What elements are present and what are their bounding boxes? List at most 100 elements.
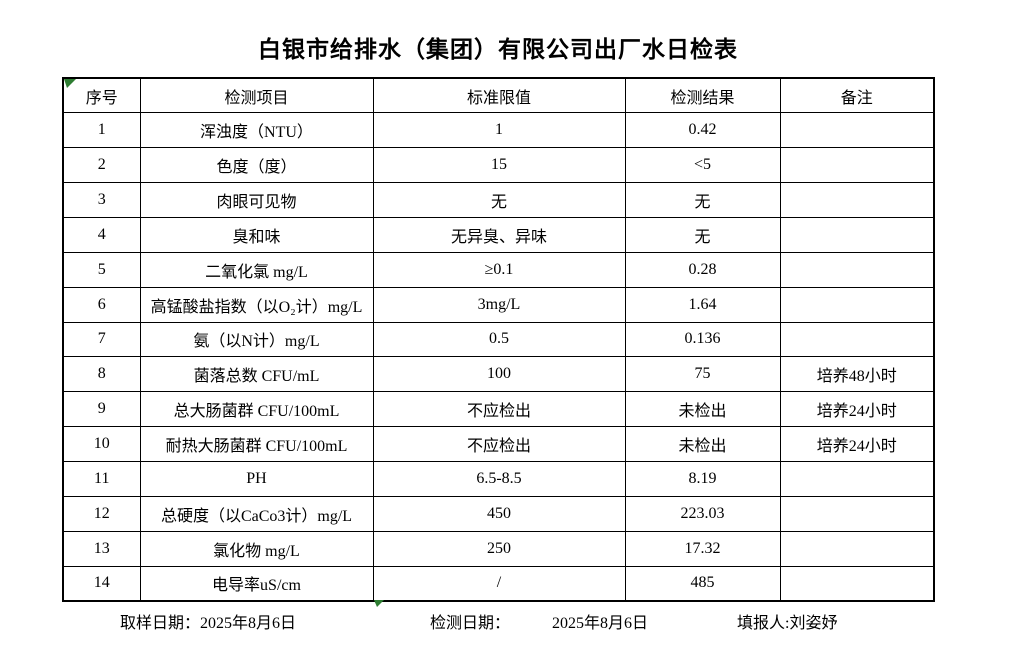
cell-remark: 培养24小时 [779, 391, 935, 428]
header-remark: 备注 [779, 77, 935, 114]
cell-item: 二氧化氯 mg/L [139, 251, 374, 288]
cell-remark [779, 495, 935, 532]
table-row: 11 PH 6.5-8.5 8.19 [62, 460, 935, 497]
table-row: 12 总硬度（以CaCo3计）mg/L 450 223.03 [62, 495, 935, 532]
excel-flag-triangle-icon [64, 79, 76, 91]
cell-remark: 培养48小时 [779, 356, 935, 393]
cell-limit: 不应检出 [372, 426, 626, 462]
table-row: 4 臭和味 无异臭、异味 无 [62, 216, 935, 253]
cell-limit: 100 [372, 356, 626, 393]
cell-item: 高锰酸盐指数（以O₂计）mg/L [139, 286, 374, 323]
table-row: 8 菌落总数 CFU/mL 100 75 培养48小时 [62, 356, 935, 393]
table-row: 1 浑浊度（NTU） 1 0.42 [62, 112, 935, 149]
cell-result: 无 [624, 216, 781, 253]
cell-limit: 250 [372, 530, 626, 567]
cell-remark [779, 112, 935, 149]
cell-limit: 3mg/L [372, 286, 626, 323]
cell-result: 1.64 [624, 286, 781, 323]
table-header: 序号 检测项目 标准限值 检测结果 备注 [62, 77, 935, 114]
page-title: 白银市给排水（集团）有限公司出厂水日检表 [258, 37, 738, 62]
cell-no: 12 [62, 495, 141, 532]
table-row: 14 电导率uS/cm / 485 [62, 565, 935, 602]
cell-limit: 0.5 [372, 321, 626, 358]
cell-no: 9 [62, 391, 141, 428]
cell-limit: 无 [372, 182, 626, 218]
cell-remark [779, 286, 935, 323]
table-row: 7 氨（以N计）mg/L 0.5 0.136 [62, 321, 935, 358]
cell-no: 3 [62, 182, 141, 218]
cell-limit: 无异臭、异味 [372, 216, 626, 253]
cell-limit: 1 [372, 112, 626, 149]
cell-result: <5 [624, 147, 781, 184]
test-date: 2025年8月6日 [552, 615, 649, 632]
cell-item: 电导率uS/cm [139, 565, 374, 602]
cell-remark [779, 182, 935, 218]
cell-remark [779, 216, 935, 253]
cell-remark [779, 321, 935, 358]
cell-no: 2 [62, 147, 141, 184]
cell-item: PH [139, 460, 374, 497]
cell-limit: / [372, 565, 626, 602]
cell-remark: 培养24小时 [779, 426, 935, 462]
cell-item: 菌落总数 CFU/mL [139, 356, 374, 393]
table-row: 10 耐热大肠菌群 CFU/100mL 不应检出 未检出 培养24小时 [62, 426, 935, 462]
cell-result: 0.42 [624, 112, 781, 149]
cell-item: 浑浊度（NTU） [139, 112, 374, 149]
table-row: 6 高锰酸盐指数（以O₂计）mg/L 3mg/L 1.64 [62, 286, 935, 323]
cell-no: 10 [62, 426, 141, 462]
cell-item: 耐热大肠菌群 CFU/100mL [139, 426, 374, 462]
cell-limit: 不应检出 [372, 391, 626, 428]
table-row: 5 二氧化氯 mg/L ≥0.1 0.28 [62, 251, 935, 288]
cell-limit: 6.5-8.5 [372, 460, 626, 497]
reporter: 填报人:刘姿妤 [737, 615, 838, 632]
cell-no: 5 [62, 251, 141, 288]
cell-remark [779, 530, 935, 567]
cell-result: 8.19 [624, 460, 781, 497]
table-row: 13 氯化物 mg/L 250 17.32 [62, 530, 935, 567]
footer: 取样日期：2025年8月6日 检测日期： 2025年8月6日 填报人:刘姿妤 [0, 609, 1035, 633]
header-limit: 标准限值 [372, 77, 626, 114]
inspection-table: 序号 检测项目 标准限值 检测结果 备注 1 浑浊度（NTU） 1 0.42 2… [62, 77, 935, 602]
cell-item: 总硬度（以CaCo3计）mg/L [139, 495, 374, 532]
cell-item: 臭和味 [139, 216, 374, 253]
cell-item: 氯化物 mg/L [139, 530, 374, 567]
cell-no: 14 [62, 565, 141, 602]
cell-item: 肉眼可见物 [139, 182, 374, 218]
cell-remark [779, 565, 935, 602]
cell-result: 无 [624, 182, 781, 218]
cell-item: 色度（度） [139, 147, 374, 184]
cell-result: 未检出 [624, 426, 781, 462]
cell-item: 总大肠菌群 CFU/100mL [139, 391, 374, 428]
cell-limit: 15 [372, 147, 626, 184]
cell-remark [779, 147, 935, 184]
cell-no: 8 [62, 356, 141, 393]
cell-limit: ≥0.1 [372, 251, 626, 288]
table-row: 2 色度（度） 15 <5 [62, 147, 935, 184]
excel-flag-triangle-bottom-icon [374, 600, 384, 610]
cell-limit: 450 [372, 495, 626, 532]
cell-no: 11 [62, 460, 141, 497]
cell-result: 0.28 [624, 251, 781, 288]
sample-date: 取样日期：2025年8月6日 [120, 615, 297, 632]
cell-no: 1 [62, 112, 141, 149]
cell-no: 6 [62, 286, 141, 323]
table-row: 9 总大肠菌群 CFU/100mL 不应检出 未检出 培养24小时 [62, 391, 935, 428]
table-row: 3 肉眼可见物 无 无 [62, 182, 935, 218]
cell-item: 氨（以N计）mg/L [139, 321, 374, 358]
cell-result: 未检出 [624, 391, 781, 428]
cell-remark [779, 251, 935, 288]
cell-result: 0.136 [624, 321, 781, 358]
cell-no: 7 [62, 321, 141, 358]
header-result: 检测结果 [624, 77, 781, 114]
cell-no: 13 [62, 530, 141, 567]
cell-no: 4 [62, 216, 141, 253]
header-item: 检测项目 [139, 77, 374, 114]
header-no: 序号 [62, 77, 141, 114]
inspection-table-body: 1 浑浊度（NTU） 1 0.42 2 色度（度） 15 <5 3 肉眼可见物 … [62, 112, 935, 602]
cell-result: 75 [624, 356, 781, 393]
cell-remark [779, 460, 935, 497]
cell-result: 17.32 [624, 530, 781, 567]
test-date-label: 检测日期： [430, 615, 511, 632]
header-row: 序号 检测项目 标准限值 检测结果 备注 [62, 77, 935, 114]
